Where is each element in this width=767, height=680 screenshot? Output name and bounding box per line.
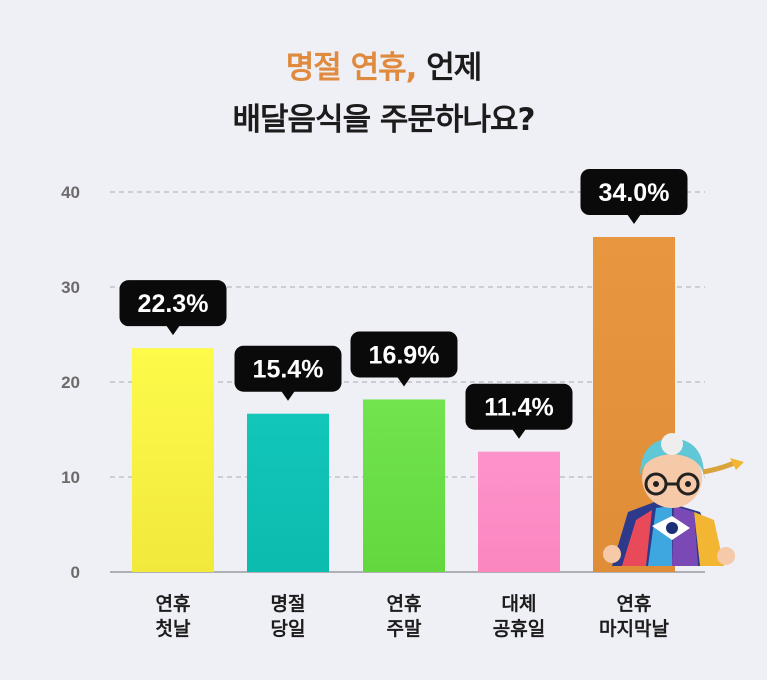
title-line2: 배달음식을 주문하나요? — [232, 102, 536, 138]
chart-title: 명절 연휴, 언제 배달음식을 주문하나요? — [0, 42, 767, 146]
category-label: 연휴 — [387, 593, 422, 615]
data-label-bubble — [465, 383, 573, 430]
category-label: 주말 — [387, 618, 422, 640]
bar — [132, 348, 214, 572]
bar — [478, 451, 560, 572]
y-tick-label: 30 — [61, 278, 80, 297]
data-label-bubble — [580, 169, 688, 215]
data-label: 11.4% — [484, 394, 554, 422]
data-label: 16.9% — [369, 341, 440, 369]
data-label-pointer — [512, 428, 526, 439]
bar — [363, 399, 445, 572]
y-tick-label: 40 — [61, 183, 80, 202]
y-tick-label: 0 — [71, 563, 80, 582]
category-label: 공휴일 — [493, 618, 545, 640]
y-tick-label: 20 — [61, 373, 80, 392]
data-label-bubble — [234, 345, 342, 392]
title-rest: 언제 — [416, 50, 482, 86]
data-label-pointer — [397, 376, 411, 387]
category-label: 대체 — [502, 593, 537, 615]
y-tick-label: 10 — [61, 468, 80, 487]
data-label: 34.0% — [599, 179, 670, 207]
category-label: 연휴 — [617, 593, 652, 615]
category-label: 마지막날 — [599, 618, 669, 640]
data-label-bubble — [119, 280, 227, 327]
data-label: 15.4% — [253, 356, 324, 384]
data-label-bubble — [350, 331, 458, 378]
grandma-mascot-icon — [603, 433, 744, 566]
data-label: 22.3% — [138, 290, 209, 318]
bar — [247, 413, 329, 572]
title-accent: 명절 연휴, — [285, 50, 418, 86]
category-label: 첫날 — [156, 618, 191, 640]
category-label: 명절 — [271, 593, 306, 615]
data-label-pointer — [281, 390, 295, 401]
category-label: 연휴 — [156, 593, 191, 615]
category-label: 당일 — [271, 618, 306, 640]
data-label-pointer — [166, 325, 180, 336]
data-label-pointer — [627, 214, 641, 224]
